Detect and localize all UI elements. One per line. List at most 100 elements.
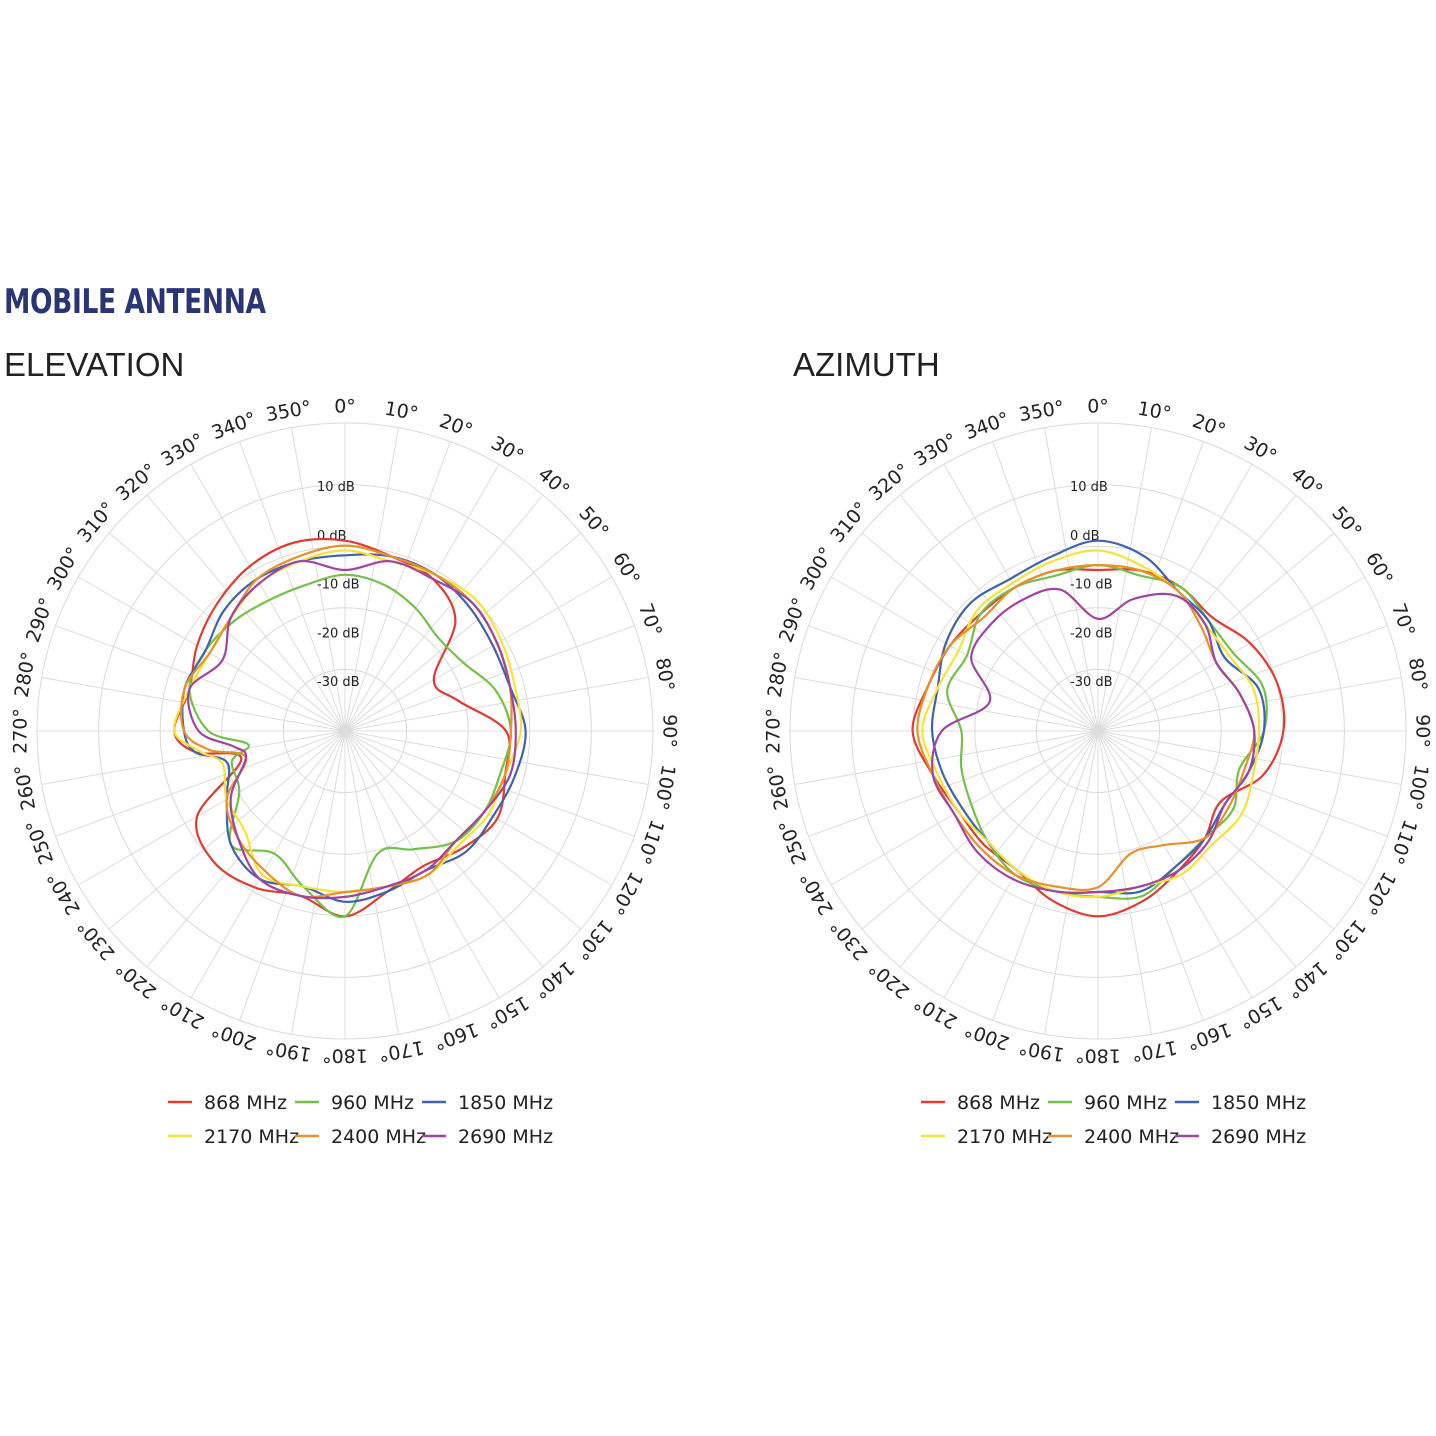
azimuth-spoke [899,494,1099,732]
azimuth-spoke [808,625,1099,732]
elevation-spoke [78,576,346,732]
legend-label: 2170 MHz [957,1126,1052,1148]
azimuth-legend: 868 MHz 960 MHz 1850 MHz 2170 MHz 2400 MHz 26… [921,1092,1306,1148]
elevation-angle-label: 90° [659,714,681,748]
elevation-spoke [344,677,649,732]
azimuth-angle-label: 150° [1235,991,1286,1033]
azimuth-spoke [1097,730,1335,930]
elevation-db-label: -20 dB [317,626,360,641]
azimuth-spoke [943,464,1099,732]
azimuth-spoke [1097,427,1152,732]
azimuth-angle-label: 320° [865,459,914,505]
elevation-spoke [41,730,346,785]
azimuth-spoke [1097,677,1402,732]
azimuth-angle-label: 170° [1130,1036,1179,1066]
azimuth-db-label: 10 dB [1070,480,1108,495]
legend-label: 2400 MHz [331,1126,426,1148]
azimuth-angle-label: 240° [796,868,838,919]
azimuth-angle-label: 260° [764,763,794,812]
azimuth-series-2690-mhz [931,587,1256,894]
legend-label: 2690 MHz [458,1126,553,1148]
azimuth-spoke [1097,730,1253,998]
elevation-spoke [344,730,582,930]
azimuth-spoke [1097,464,1253,732]
azimuth-angle-label: 220° [865,956,914,1002]
azimuth-angle-label: 100° [1403,763,1433,812]
elevation-title: ELEVATION [4,346,185,383]
elevation-spoke [344,730,635,837]
azimuth-spoke [1097,625,1388,732]
azimuth-angle-label: 20° [1189,410,1228,442]
elevation-series-2690-mhz [187,559,517,900]
azimuth-spoke [1097,730,1152,1035]
azimuth-angle-label: 250° [775,817,811,868]
azimuth-angle-label: 30° [1240,432,1280,468]
elevation-spoke [344,730,544,968]
elevation-spoke [344,730,649,785]
elevation-spoke [239,730,346,1021]
elevation-spoke [55,730,346,837]
legend-label: 2400 MHz [1084,1126,1179,1148]
azimuth-angle-label: 300° [796,543,838,594]
azimuth-angle-label: 140° [1282,956,1331,1002]
azimuth-angle-label: 270° [763,708,785,754]
azimuth-angle-label: 290° [775,595,811,646]
azimuth-spoke [1097,730,1365,886]
legend-label: 1850 MHz [1211,1092,1306,1114]
elevation-spoke [344,464,500,732]
legend-label: 960 MHz [1084,1092,1167,1114]
azimuth-spoke [1044,730,1099,1035]
elevation-series-868-mhz [173,537,511,918]
azimuth-spoke [808,730,1099,837]
azimuth-spoke [899,730,1099,968]
azimuth-title: AZIMUTH [793,346,940,383]
azimuth-angle-label: 120° [1358,868,1400,919]
azimuth-spoke [1097,730,1388,837]
elevation-spoke [190,730,346,998]
elevation-spoke [239,441,346,732]
elevation-angle-label: 270° [10,708,32,754]
elevation-spoke [291,427,346,732]
legend-label: 868 MHz [204,1092,287,1114]
legend-label: 2170 MHz [204,1126,299,1148]
elevation-spoke [78,730,346,886]
azimuth-spoke [992,730,1099,1021]
azimuth-angle-label: 190° [1017,1036,1066,1066]
azimuth-spoke [861,532,1099,732]
azimuth-angle-label: 130° [1323,915,1369,964]
azimuth-angle-label: 280° [764,650,794,699]
azimuth-spoke [1097,576,1365,732]
azimuth-db-label: -10 dB [1070,578,1113,593]
elevation-spoke [344,730,500,998]
elevation-angle-label: 0° [334,396,356,418]
elevation-spoke [291,730,346,1035]
azimuth-angle-label: 230° [826,915,872,964]
azimuth-angle-label: 10° [1136,398,1173,426]
elevation-angle-label: 180° [322,1045,368,1067]
azimuth-angle-label: 180° [1075,1045,1121,1067]
elevation-spoke [344,730,612,886]
page-title: MOBILE ANTENNA [4,282,266,322]
elevation-spoke [344,730,399,1035]
azimuth-spoke [1097,441,1204,732]
azimuth-db-label: -20 dB [1070,626,1113,641]
azimuth-angle-label: 70° [1387,600,1419,639]
elevation-legend: 868 MHz 960 MHz 1850 MHz 2170 MHz 2400 MHz 26… [168,1092,553,1148]
azimuth-angle-label: 160° [1184,1018,1235,1054]
azimuth-angle-label: 50° [1327,502,1366,542]
azimuth-angle-label: 200° [962,1018,1013,1054]
azimuth-angle-label: 330° [910,429,961,471]
azimuth-series-2170-mhz [921,549,1261,899]
azimuth-grid [789,422,1407,1040]
legend-label: 960 MHz [331,1092,414,1114]
elevation-spoke [190,464,346,732]
azimuth-series-group [911,539,1286,918]
azimuth-spoke [794,730,1099,785]
elevation-spoke [344,730,451,1021]
azimuth-angle-label: 60° [1361,549,1397,589]
azimuth-spoke [831,576,1099,732]
azimuth-spoke [831,730,1099,886]
azimuth-angle-label: 110° [1385,817,1421,868]
elevation-db-label: 10 dB [317,480,355,495]
